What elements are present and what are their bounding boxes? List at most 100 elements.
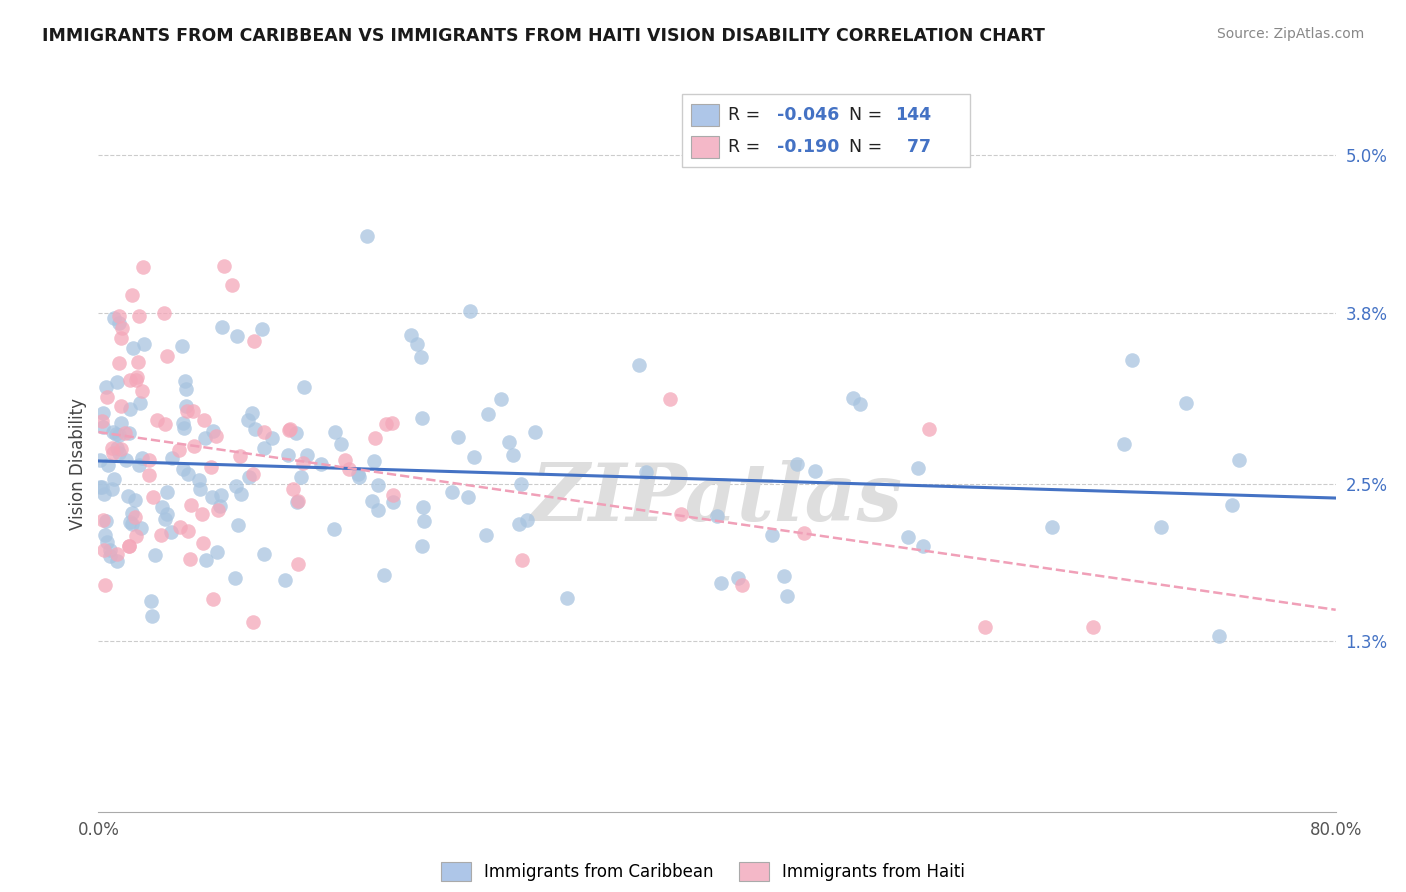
Point <box>105 547 128 561</box>
Point <box>1175 395 1198 409</box>
Point <box>115 452 138 467</box>
Point <box>793 525 815 540</box>
Point <box>209 488 232 502</box>
Point <box>498 435 520 450</box>
Point <box>285 426 308 441</box>
Point <box>897 530 920 544</box>
Point <box>409 350 432 364</box>
Point <box>90 480 112 494</box>
Point <box>180 499 202 513</box>
Point <box>183 439 205 453</box>
Point <box>94 514 117 528</box>
Point <box>238 469 260 483</box>
Point <box>100 542 122 557</box>
Point <box>91 407 114 421</box>
Point <box>193 413 215 427</box>
Point <box>194 553 217 567</box>
Text: Source: ZipAtlas.com: Source: ZipAtlas.com <box>1216 27 1364 41</box>
Point <box>141 609 163 624</box>
Point <box>228 449 250 463</box>
Point <box>94 577 117 591</box>
Point <box>671 507 693 521</box>
Point <box>101 442 124 456</box>
Point <box>786 458 808 472</box>
Point <box>127 370 149 384</box>
Point <box>457 491 479 505</box>
Point <box>200 460 222 475</box>
Point <box>107 446 129 460</box>
Point <box>167 443 190 458</box>
Point <box>382 488 405 502</box>
Point <box>242 467 264 482</box>
Point <box>1114 437 1136 451</box>
Point <box>128 310 150 324</box>
Point <box>172 416 194 430</box>
Point <box>731 578 754 592</box>
Point <box>973 619 995 633</box>
Point <box>516 513 538 527</box>
Point <box>122 342 145 356</box>
Point <box>125 529 148 543</box>
Text: -0.046: -0.046 <box>778 106 839 124</box>
Point <box>440 485 463 500</box>
Point <box>253 442 276 456</box>
Point <box>710 576 733 591</box>
Point <box>174 383 197 397</box>
Bar <box>690 136 720 158</box>
Point <box>330 437 353 451</box>
Point <box>363 454 385 468</box>
Bar <box>690 103 720 126</box>
Point <box>706 509 728 524</box>
Point <box>207 545 229 559</box>
Point <box>458 304 481 318</box>
Text: 77: 77 <box>896 138 931 156</box>
Text: ZIPatlas: ZIPatlas <box>531 460 903 537</box>
Point <box>1227 452 1250 467</box>
Point <box>93 486 115 500</box>
Point <box>132 336 155 351</box>
Point <box>121 517 143 532</box>
Point <box>191 536 214 550</box>
Text: IMMIGRANTS FROM CARIBBEAN VS IMMIGRANTS FROM HAITI VISION DISABILITY CORRELATION: IMMIGRANTS FROM CARIBBEAN VS IMMIGRANTS … <box>42 27 1045 45</box>
Point <box>93 528 115 542</box>
Text: 144: 144 <box>896 106 931 124</box>
Point <box>124 492 146 507</box>
Point <box>1208 629 1230 643</box>
Point <box>727 571 749 585</box>
Point <box>208 499 231 513</box>
Point <box>475 528 498 542</box>
Point <box>177 524 200 538</box>
Point <box>103 472 125 486</box>
Point <box>132 260 155 274</box>
Point <box>463 450 485 464</box>
Point <box>477 407 499 421</box>
Point <box>179 552 201 566</box>
Point <box>337 461 360 475</box>
Point <box>91 513 114 527</box>
Point <box>118 425 141 440</box>
Point <box>356 228 378 243</box>
Point <box>129 520 152 534</box>
Point <box>236 413 259 427</box>
Point <box>125 373 148 387</box>
Point <box>502 448 524 462</box>
Point <box>555 591 578 605</box>
Point <box>292 456 315 470</box>
Point <box>117 539 139 553</box>
Point <box>323 425 346 439</box>
Point <box>108 355 131 369</box>
Point <box>107 309 129 323</box>
Point <box>1121 352 1143 367</box>
Point <box>242 615 264 629</box>
Point <box>118 539 141 553</box>
Point <box>97 458 120 472</box>
Point <box>912 539 935 553</box>
Point <box>373 568 395 582</box>
Point <box>776 589 799 603</box>
Y-axis label: Vision Disability: Vision Disability <box>69 398 87 530</box>
Point <box>211 320 233 334</box>
Point <box>347 470 370 484</box>
Point <box>145 412 167 426</box>
Point <box>117 489 139 503</box>
Point <box>104 427 127 442</box>
